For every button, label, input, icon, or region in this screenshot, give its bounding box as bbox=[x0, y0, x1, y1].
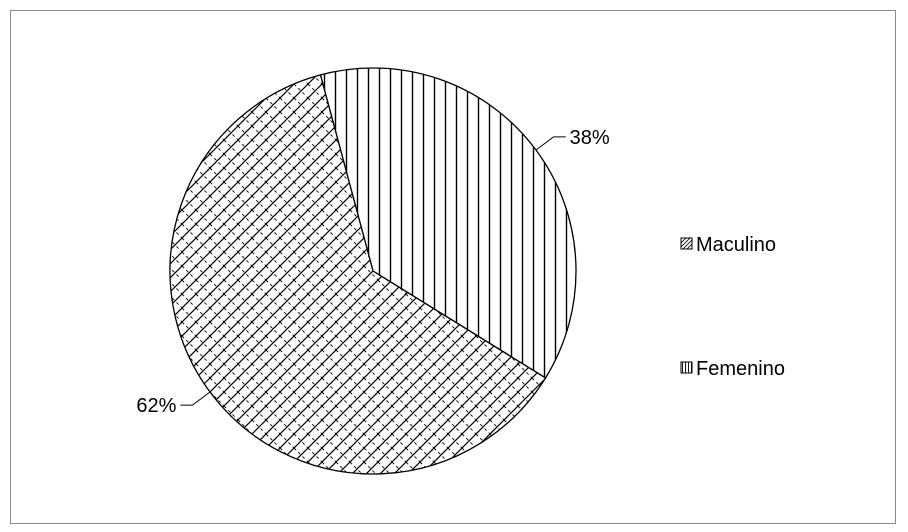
data-label-maculino: 62% bbox=[136, 395, 176, 417]
pie-slices bbox=[169, 67, 577, 475]
leader-line-maculino bbox=[180, 391, 211, 406]
legend-label-femenino: Femenino bbox=[696, 358, 785, 380]
data-labels: 38% 62% bbox=[136, 127, 610, 417]
data-label-femenino: 38% bbox=[570, 127, 610, 149]
pie-slice-maculino bbox=[169, 74, 547, 475]
legend-swatch-maculino bbox=[680, 237, 693, 250]
pie-slice-femenino bbox=[319, 67, 577, 379]
legend: Maculino Femenino bbox=[680, 234, 785, 380]
leader-lines bbox=[180, 136, 566, 406]
leader-line-femenino bbox=[535, 136, 566, 151]
legend-label-maculino: Maculino bbox=[696, 234, 776, 256]
legend-swatch-femenino bbox=[680, 361, 693, 374]
